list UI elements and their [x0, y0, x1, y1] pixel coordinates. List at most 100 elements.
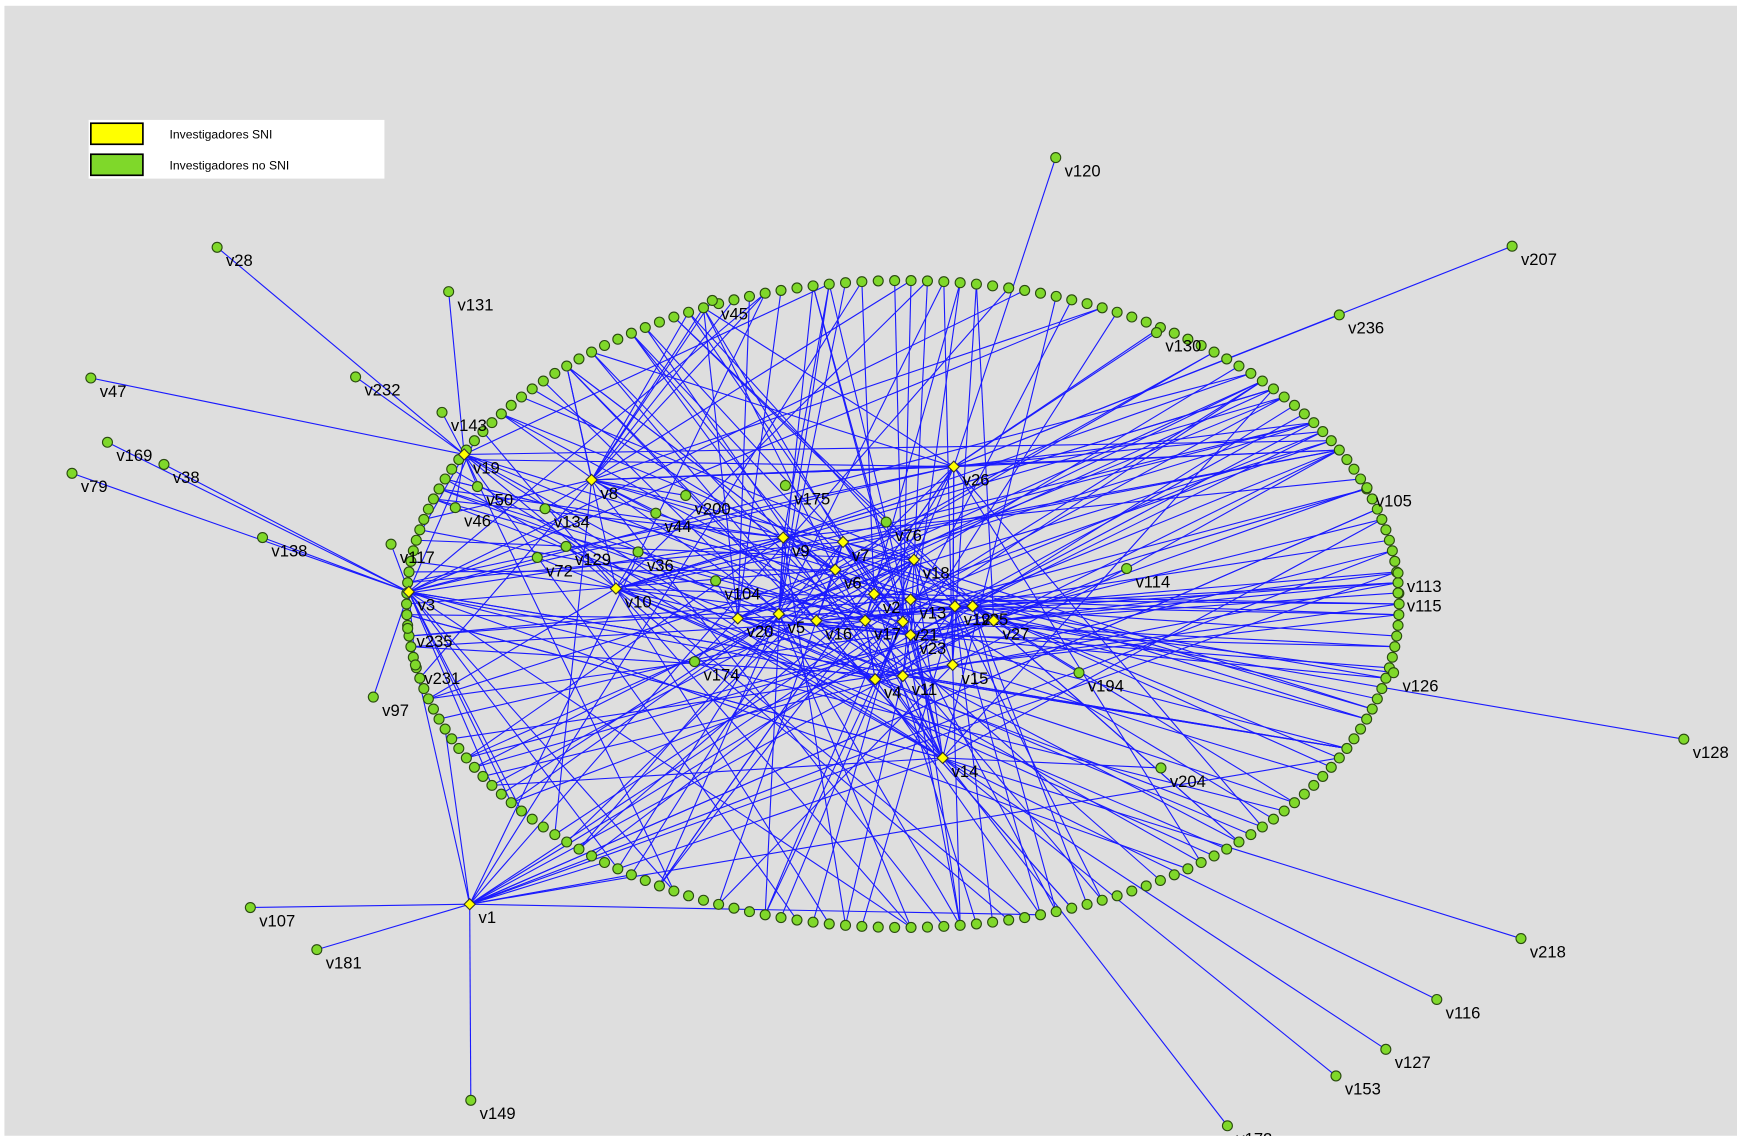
edge — [615, 396, 1285, 590]
edge — [408, 591, 619, 870]
sni-node — [946, 658, 960, 672]
edge — [469, 861, 605, 905]
ring-node — [697, 894, 710, 906]
ring-node — [987, 916, 999, 928]
ring-node — [823, 278, 835, 290]
ring-node — [1392, 619, 1404, 631]
node-label: v79 — [81, 477, 108, 496]
node — [539, 503, 551, 515]
ring-node — [856, 920, 868, 932]
ring-node — [1355, 473, 1367, 485]
ring-node — [1341, 453, 1353, 466]
ring-node — [1348, 733, 1360, 745]
ring-node — [549, 367, 561, 379]
edge — [910, 311, 1118, 636]
ring-node — [414, 524, 426, 536]
ring-node — [791, 282, 803, 294]
node — [409, 659, 421, 671]
edge — [902, 664, 953, 677]
node — [66, 467, 78, 479]
node-label: v231 — [424, 669, 460, 688]
edge — [408, 440, 475, 593]
ring-node — [495, 408, 507, 420]
ring-node — [839, 277, 852, 289]
ring-node — [1278, 391, 1290, 403]
node-label: v207 — [1521, 250, 1557, 269]
ring-node — [1380, 524, 1392, 536]
node — [257, 531, 269, 544]
edge — [544, 479, 592, 510]
edge — [874, 299, 1073, 680]
ring-node — [1208, 346, 1220, 358]
ring-node — [405, 555, 417, 567]
ring-node — [1126, 311, 1138, 323]
edge — [615, 551, 639, 589]
node-label: v218 — [1530, 942, 1566, 961]
edge — [861, 281, 875, 595]
ring-node — [889, 275, 901, 287]
ring-node — [775, 912, 787, 924]
node-label: v13 — [919, 603, 946, 622]
edge — [972, 605, 1240, 843]
ring-node — [418, 513, 430, 525]
edge — [952, 284, 977, 665]
sni-node — [987, 614, 1001, 627]
edge — [408, 591, 912, 928]
edge — [448, 291, 465, 455]
ring-node — [418, 683, 430, 695]
edge — [501, 413, 973, 607]
ring-node — [713, 898, 725, 910]
ring-node — [683, 306, 695, 318]
edge — [408, 591, 493, 786]
ring-node — [683, 890, 695, 902]
node-label: v12 — [964, 610, 991, 629]
node — [402, 622, 414, 634]
node — [311, 944, 323, 956]
node-label: v1 — [479, 908, 497, 927]
edge — [865, 605, 955, 622]
edge — [993, 620, 1684, 740]
node — [1333, 309, 1345, 321]
ring-node — [743, 290, 756, 302]
edge — [438, 620, 866, 720]
node — [1431, 993, 1443, 1006]
node — [1678, 733, 1690, 745]
edge — [910, 282, 961, 636]
edge — [913, 559, 954, 666]
ring-node — [791, 914, 803, 926]
ring-node — [1366, 493, 1378, 505]
ring-node — [401, 609, 413, 621]
edge — [644, 327, 944, 759]
edge — [410, 620, 866, 648]
legend-label: Investigadores SNI — [169, 128, 272, 142]
ring-node — [495, 788, 507, 800]
edge — [501, 413, 876, 680]
edge — [428, 588, 617, 700]
ring-node — [1096, 894, 1108, 906]
node — [1221, 1120, 1233, 1132]
sni-node — [936, 751, 950, 765]
node-label: v131 — [458, 295, 494, 314]
ring-node — [872, 275, 884, 287]
node — [632, 546, 644, 558]
ring-node — [872, 921, 884, 933]
ring-node — [1317, 770, 1329, 782]
edge — [913, 559, 995, 622]
ring-node — [1221, 843, 1233, 855]
sni-node — [907, 553, 921, 567]
edge — [474, 620, 994, 768]
edge — [942, 757, 1228, 1127]
ring-node — [653, 316, 665, 328]
ring-node — [1182, 333, 1194, 345]
sni-node — [609, 582, 623, 595]
node-label: v153 — [1345, 1080, 1381, 1099]
edge — [163, 463, 410, 593]
node-label: v107 — [259, 911, 295, 930]
edge — [778, 613, 817, 622]
edge — [972, 488, 1367, 607]
node — [650, 507, 662, 519]
sni-node — [457, 448, 471, 461]
node — [244, 901, 256, 914]
edge — [942, 757, 1438, 1000]
ring-node — [1066, 294, 1078, 306]
